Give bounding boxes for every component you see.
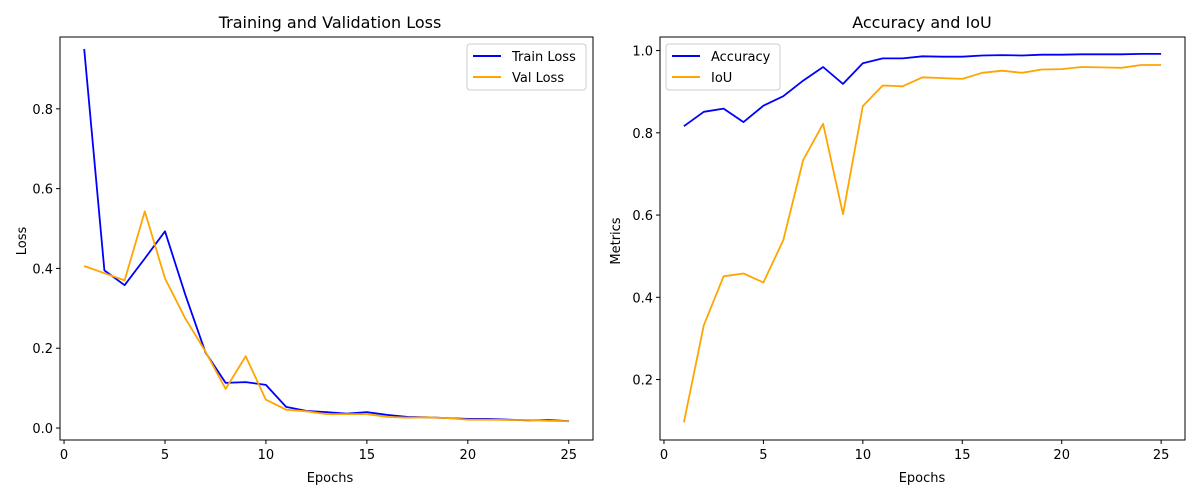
y-tick-label: 0.8: [632, 127, 653, 142]
plot-frame: [659, 36, 1186, 441]
x-tick-label: 25: [560, 448, 577, 463]
x-tick-label: 0: [60, 448, 68, 463]
x-tick-label: 10: [855, 448, 872, 463]
x-axis-label: Epochs: [899, 471, 946, 486]
y-tick-label: 0.2: [632, 374, 653, 389]
legend-label-val-loss: Val Loss: [512, 71, 564, 86]
y-tick-label: 0.4: [632, 291, 653, 306]
x-axis-label: Epochs: [307, 471, 354, 486]
axis-ticks: 0 5 10 15 20 25 0.0 0.2 0.4 0.6 0.8: [32, 103, 577, 463]
y-tick-label: 0.2: [32, 342, 53, 357]
y-axis-label: Loss: [15, 227, 30, 256]
loss-chart: Training and Validation Loss Epochs Loss…: [15, 13, 594, 486]
legend-label-iou: IoU: [711, 71, 732, 86]
x-tick-label: 20: [1053, 448, 1070, 463]
axis-ticks: 0 5 10 15 20 25 0.2 0.4 0.6 0.8 1.0: [632, 45, 1169, 463]
accuracy-iou-chart: Accuracy and IoU Epochs Metrics 0 5 10 15 20…: [609, 13, 1186, 486]
x-tick-label: 15: [359, 448, 376, 463]
x-tick-label: 5: [759, 448, 767, 463]
y-tick-label: 0.6: [632, 209, 653, 224]
y-axis-label: Metrics: [609, 217, 624, 264]
legend-label-accuracy: Accuracy: [711, 50, 771, 65]
y-tick-label: 0.4: [32, 262, 53, 277]
y-tick-label: 0.8: [32, 103, 53, 118]
y-tick-label: 0.6: [32, 183, 53, 198]
x-tick-label: 5: [161, 448, 169, 463]
x-tick-label: 0: [660, 448, 668, 463]
x-tick-label: 20: [460, 448, 477, 463]
series-lines: [83, 48, 569, 423]
y-tick-label: 0.0: [32, 422, 53, 437]
legend: Accuracy IoU: [665, 43, 781, 91]
legend: Train Loss Val Loss: [466, 43, 587, 91]
series-line-iou: [683, 64, 1162, 423]
legend-label-train-loss: Train Loss: [511, 50, 576, 65]
y-tick-label: 1.0: [632, 45, 653, 60]
series-line-val-loss: [83, 210, 569, 423]
chart-title: Training and Validation Loss: [218, 13, 442, 32]
series-lines: [683, 53, 1162, 423]
chart-title: Accuracy and IoU: [852, 13, 992, 32]
series-line-accuracy: [683, 53, 1162, 127]
x-tick-label: 10: [258, 448, 275, 463]
plot-frame: [59, 36, 594, 441]
x-tick-label: 25: [1153, 448, 1170, 463]
x-tick-label: 15: [954, 448, 971, 463]
